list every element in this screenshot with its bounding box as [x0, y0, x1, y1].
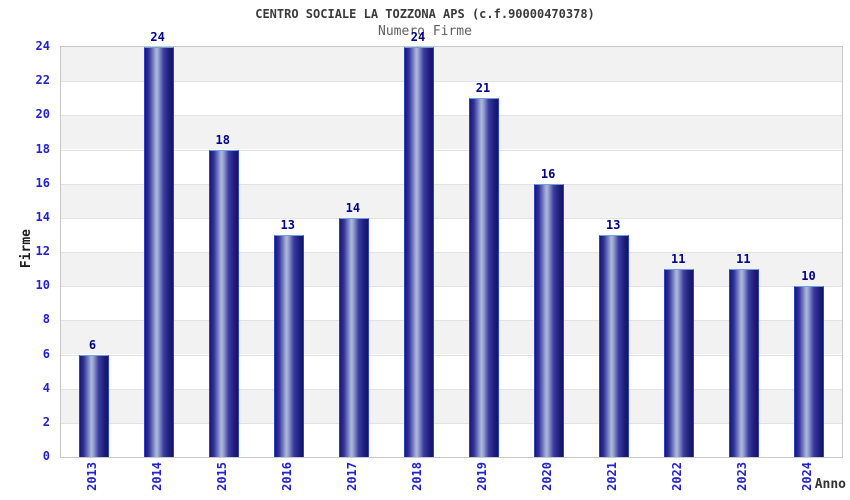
bar-label-2018: 24: [410, 30, 426, 44]
y-tick-6: 6: [42, 346, 50, 361]
grid-band: [61, 115, 842, 150]
grid-band: [61, 388, 842, 423]
x-tick-2013: 2013: [84, 462, 99, 491]
bar-2021: [599, 234, 630, 457]
bar-2024: [794, 286, 825, 457]
y-tick-12: 12: [35, 244, 50, 258]
bar-label-2024: 10: [801, 269, 816, 284]
y-tick-18: 18: [35, 141, 50, 156]
bar-label-2023: 11: [736, 252, 751, 267]
grid-band: [61, 183, 842, 218]
y-tick-8: 8: [42, 312, 50, 327]
grid-band: [61, 252, 842, 287]
x-tick-2017: 2017: [344, 462, 359, 491]
grid-band: [61, 320, 842, 355]
x-tick-2024: 2024: [800, 462, 815, 491]
bar-2013: [78, 354, 109, 457]
x-tick-2020: 2020: [540, 462, 555, 491]
x-tick-2014: 2014: [149, 462, 164, 491]
chart-title: CENTRO SOCIALE LA TOZZONA APS (c.f.90000…: [255, 7, 595, 21]
bar-2023: [729, 269, 760, 457]
plot-area: [60, 46, 843, 458]
bar-label-2014: 24: [150, 30, 165, 44]
grid-line: [61, 81, 842, 83]
grid-band: [61, 422, 842, 457]
x-axis-title: Anno: [814, 477, 846, 492]
bar-2017: [338, 217, 369, 457]
bar-2015: [208, 149, 239, 457]
bar-2018: [403, 47, 434, 457]
bar-label-2015: 18: [215, 132, 230, 147]
bar-label-2022: 11: [671, 252, 686, 267]
bar-label-2013: 6: [88, 337, 97, 352]
grid-line: [61, 252, 842, 253]
bar-2016: [273, 234, 304, 457]
grid-line: [61, 183, 842, 185]
grid-band: [61, 286, 842, 321]
y-tick-22: 22: [35, 73, 50, 88]
x-tick-2016: 2016: [279, 462, 294, 491]
y-tick-20: 20: [35, 107, 50, 122]
grid-line: [61, 388, 842, 390]
grid-band: [61, 354, 842, 389]
y-tick-0: 0: [42, 449, 50, 463]
bar-label-2017: 14: [345, 200, 361, 215]
bar-2022: [664, 269, 695, 457]
y-tick-4: 4: [42, 380, 50, 395]
x-tick-2019: 2019: [475, 462, 490, 491]
grid-band: [61, 149, 842, 184]
x-tick-2022: 2022: [670, 462, 685, 491]
x-tick-2018: 2018: [409, 462, 424, 491]
y-tick-10: 10: [35, 278, 50, 293]
grid-line: [61, 422, 842, 424]
x-tick-2023: 2023: [735, 462, 750, 491]
x-tick-2021: 2021: [605, 462, 620, 491]
bar-label-2019: 21: [475, 81, 491, 96]
bar-2019: [469, 98, 500, 457]
grid-line: [61, 320, 842, 322]
bar-label-2020: 16: [540, 166, 556, 181]
grid-line: [61, 149, 842, 151]
bar-label-2021: 13: [605, 217, 621, 232]
y-tick-24: 24: [35, 39, 50, 53]
grid-band: [61, 47, 842, 82]
chart-subtitle: Numero Firme: [378, 24, 472, 39]
y-tick-2: 2: [42, 414, 50, 429]
grid-band: [61, 81, 842, 116]
grid-line: [61, 354, 842, 356]
grid-band: [61, 217, 842, 252]
grid-line: [61, 115, 842, 117]
y-tick-16: 16: [35, 175, 50, 190]
bar-2014: [143, 47, 174, 457]
x-tick-2015: 2015: [214, 462, 229, 491]
bar-2020: [534, 183, 565, 457]
grid-line: [61, 217, 842, 219]
bar-label-2016: 13: [280, 217, 296, 232]
y-tick-14: 14: [35, 209, 50, 224]
grid-line: [61, 286, 842, 288]
